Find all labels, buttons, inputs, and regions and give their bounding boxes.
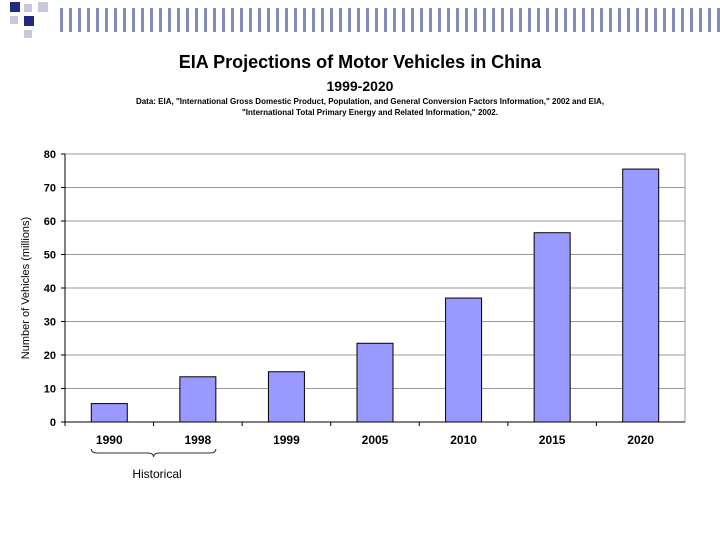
x-tick-label: 2020 xyxy=(627,433,654,447)
y-tick-label: 80 xyxy=(44,149,56,161)
y-tick-label: 10 xyxy=(44,384,56,396)
chart-subtitle: 1999-2020 xyxy=(326,78,394,94)
x-tick-label: 2015 xyxy=(539,433,566,447)
y-tick-label: 30 xyxy=(44,317,56,329)
x-tick-label: 1990 xyxy=(96,433,123,447)
bar xyxy=(267,371,305,423)
x-tick-label: 2005 xyxy=(362,433,389,447)
y-tick-label: 70 xyxy=(44,183,56,195)
header-stripes xyxy=(60,8,720,32)
source-line-1: Data: EIA, "International Gross Domestic… xyxy=(135,97,605,106)
historical-brace xyxy=(90,448,217,458)
logo-squares xyxy=(0,0,60,40)
bar xyxy=(356,342,394,423)
bar xyxy=(90,403,128,423)
source-line-2: "International Total Primary Energy and … xyxy=(242,108,498,117)
historical-annotation: Historical xyxy=(132,467,182,481)
y-tick-label: 20 xyxy=(44,350,56,362)
x-tick-label: 2010 xyxy=(450,433,477,447)
x-tick-label: 1998 xyxy=(185,433,212,447)
x-tick-label: 1999 xyxy=(273,433,300,447)
bar xyxy=(445,297,483,423)
bar xyxy=(179,376,217,423)
y-tick-label: 0 xyxy=(50,417,56,429)
y-tick-label: 60 xyxy=(44,216,56,228)
y-tick-label: 50 xyxy=(44,250,56,262)
chart-title: EIA Projections of Motor Vehicles in Chi… xyxy=(178,52,542,72)
bar xyxy=(622,168,660,423)
bar xyxy=(533,232,571,423)
y-tick-label: 40 xyxy=(44,283,56,295)
chart-source: Data: EIA, "International Gross Domestic… xyxy=(60,96,680,118)
